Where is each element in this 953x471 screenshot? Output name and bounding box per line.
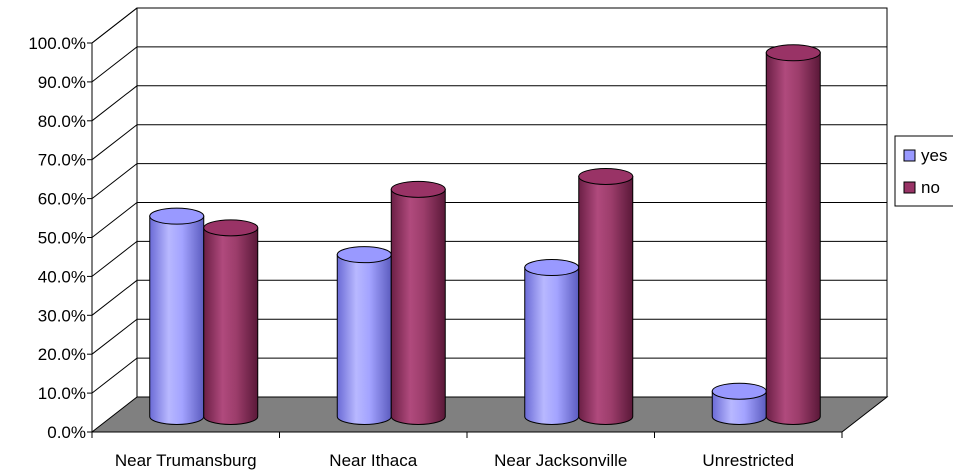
bar-body — [578, 175, 634, 425]
gridline — [91, 240, 887, 277]
bar-top — [765, 44, 821, 62]
legend: yes no — [894, 135, 953, 207]
bar-top — [336, 246, 392, 264]
gridline — [91, 163, 887, 199]
gridline — [91, 85, 887, 122]
gridline — [91, 124, 887, 161]
bar-no — [390, 180, 446, 425]
bar-body — [336, 254, 392, 425]
bar-body — [149, 215, 205, 425]
bar-no — [203, 219, 259, 425]
bar-top — [149, 207, 205, 225]
bar-no — [578, 167, 634, 425]
bar-no — [765, 44, 821, 425]
y-tick-label: 40.0% — [38, 267, 86, 286]
legend-swatch-yes — [903, 149, 916, 162]
bar-yes — [711, 382, 767, 425]
bar-body — [765, 52, 821, 425]
x-category-label: Unrestricted — [702, 451, 794, 470]
bar-top — [390, 180, 446, 198]
y-tick-label: 90.0% — [38, 73, 86, 92]
gridline — [91, 357, 887, 394]
y-tick-label: 0.0% — [47, 423, 86, 442]
gridline — [91, 7, 887, 44]
bar-top — [711, 382, 767, 400]
x-category-label: Near Trumansburg — [115, 451, 257, 470]
bar-top — [578, 167, 634, 185]
x-category-label: Near Ithaca — [329, 451, 417, 470]
gridline — [91, 202, 887, 238]
y-tick-label: 30.0% — [38, 306, 86, 325]
x-category-label: Near Jacksonville — [494, 451, 627, 470]
y-tick-label: 100.0% — [28, 34, 86, 53]
bar-body — [711, 390, 767, 425]
bar-yes — [524, 259, 580, 425]
bar-body — [203, 227, 259, 425]
gridline — [91, 318, 887, 355]
bar-top — [524, 259, 580, 277]
legend-label-no: no — [921, 178, 940, 197]
bar-body — [524, 267, 580, 425]
legend-swatch-no — [903, 181, 916, 194]
y-tick-label: 80.0% — [38, 112, 86, 131]
bar-yes — [149, 207, 205, 425]
x-axis-ticks: Near Trumansburg Near Ithaca Near Jacksonv… — [91, 432, 843, 470]
bars — [149, 44, 821, 425]
bar-top — [203, 219, 259, 237]
bar-body — [390, 188, 446, 425]
y-axis-ticks: 0.0% 10.0% 20.0% 30.0% 40.0% 50.0% 60.0% 70.0% 8… — [28, 34, 92, 442]
bar-yes — [336, 246, 392, 425]
y-tick-label: 60.0% — [38, 190, 86, 209]
y-tick-label: 10.0% — [38, 384, 86, 403]
legend-label-yes: yes — [921, 146, 947, 165]
legend-box — [894, 135, 953, 207]
gridline — [91, 46, 887, 83]
y-tick-label: 70.0% — [38, 151, 86, 170]
gridline — [91, 279, 887, 316]
y-tick-label: 50.0% — [38, 229, 86, 248]
y-tick-label: 20.0% — [38, 345, 86, 364]
gridlines — [91, 7, 887, 394]
